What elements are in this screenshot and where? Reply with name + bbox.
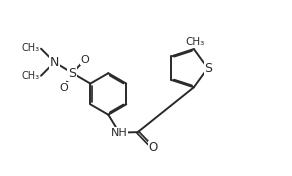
Text: O: O xyxy=(80,55,89,65)
Text: S: S xyxy=(204,62,213,75)
Text: CH₃: CH₃ xyxy=(22,43,40,53)
Text: O: O xyxy=(59,83,68,93)
Text: CH₃: CH₃ xyxy=(185,37,204,47)
Text: CH₃: CH₃ xyxy=(22,71,40,81)
Text: NH: NH xyxy=(111,128,128,138)
Text: O: O xyxy=(148,141,157,154)
Text: S: S xyxy=(68,67,77,80)
Text: N: N xyxy=(50,56,59,69)
